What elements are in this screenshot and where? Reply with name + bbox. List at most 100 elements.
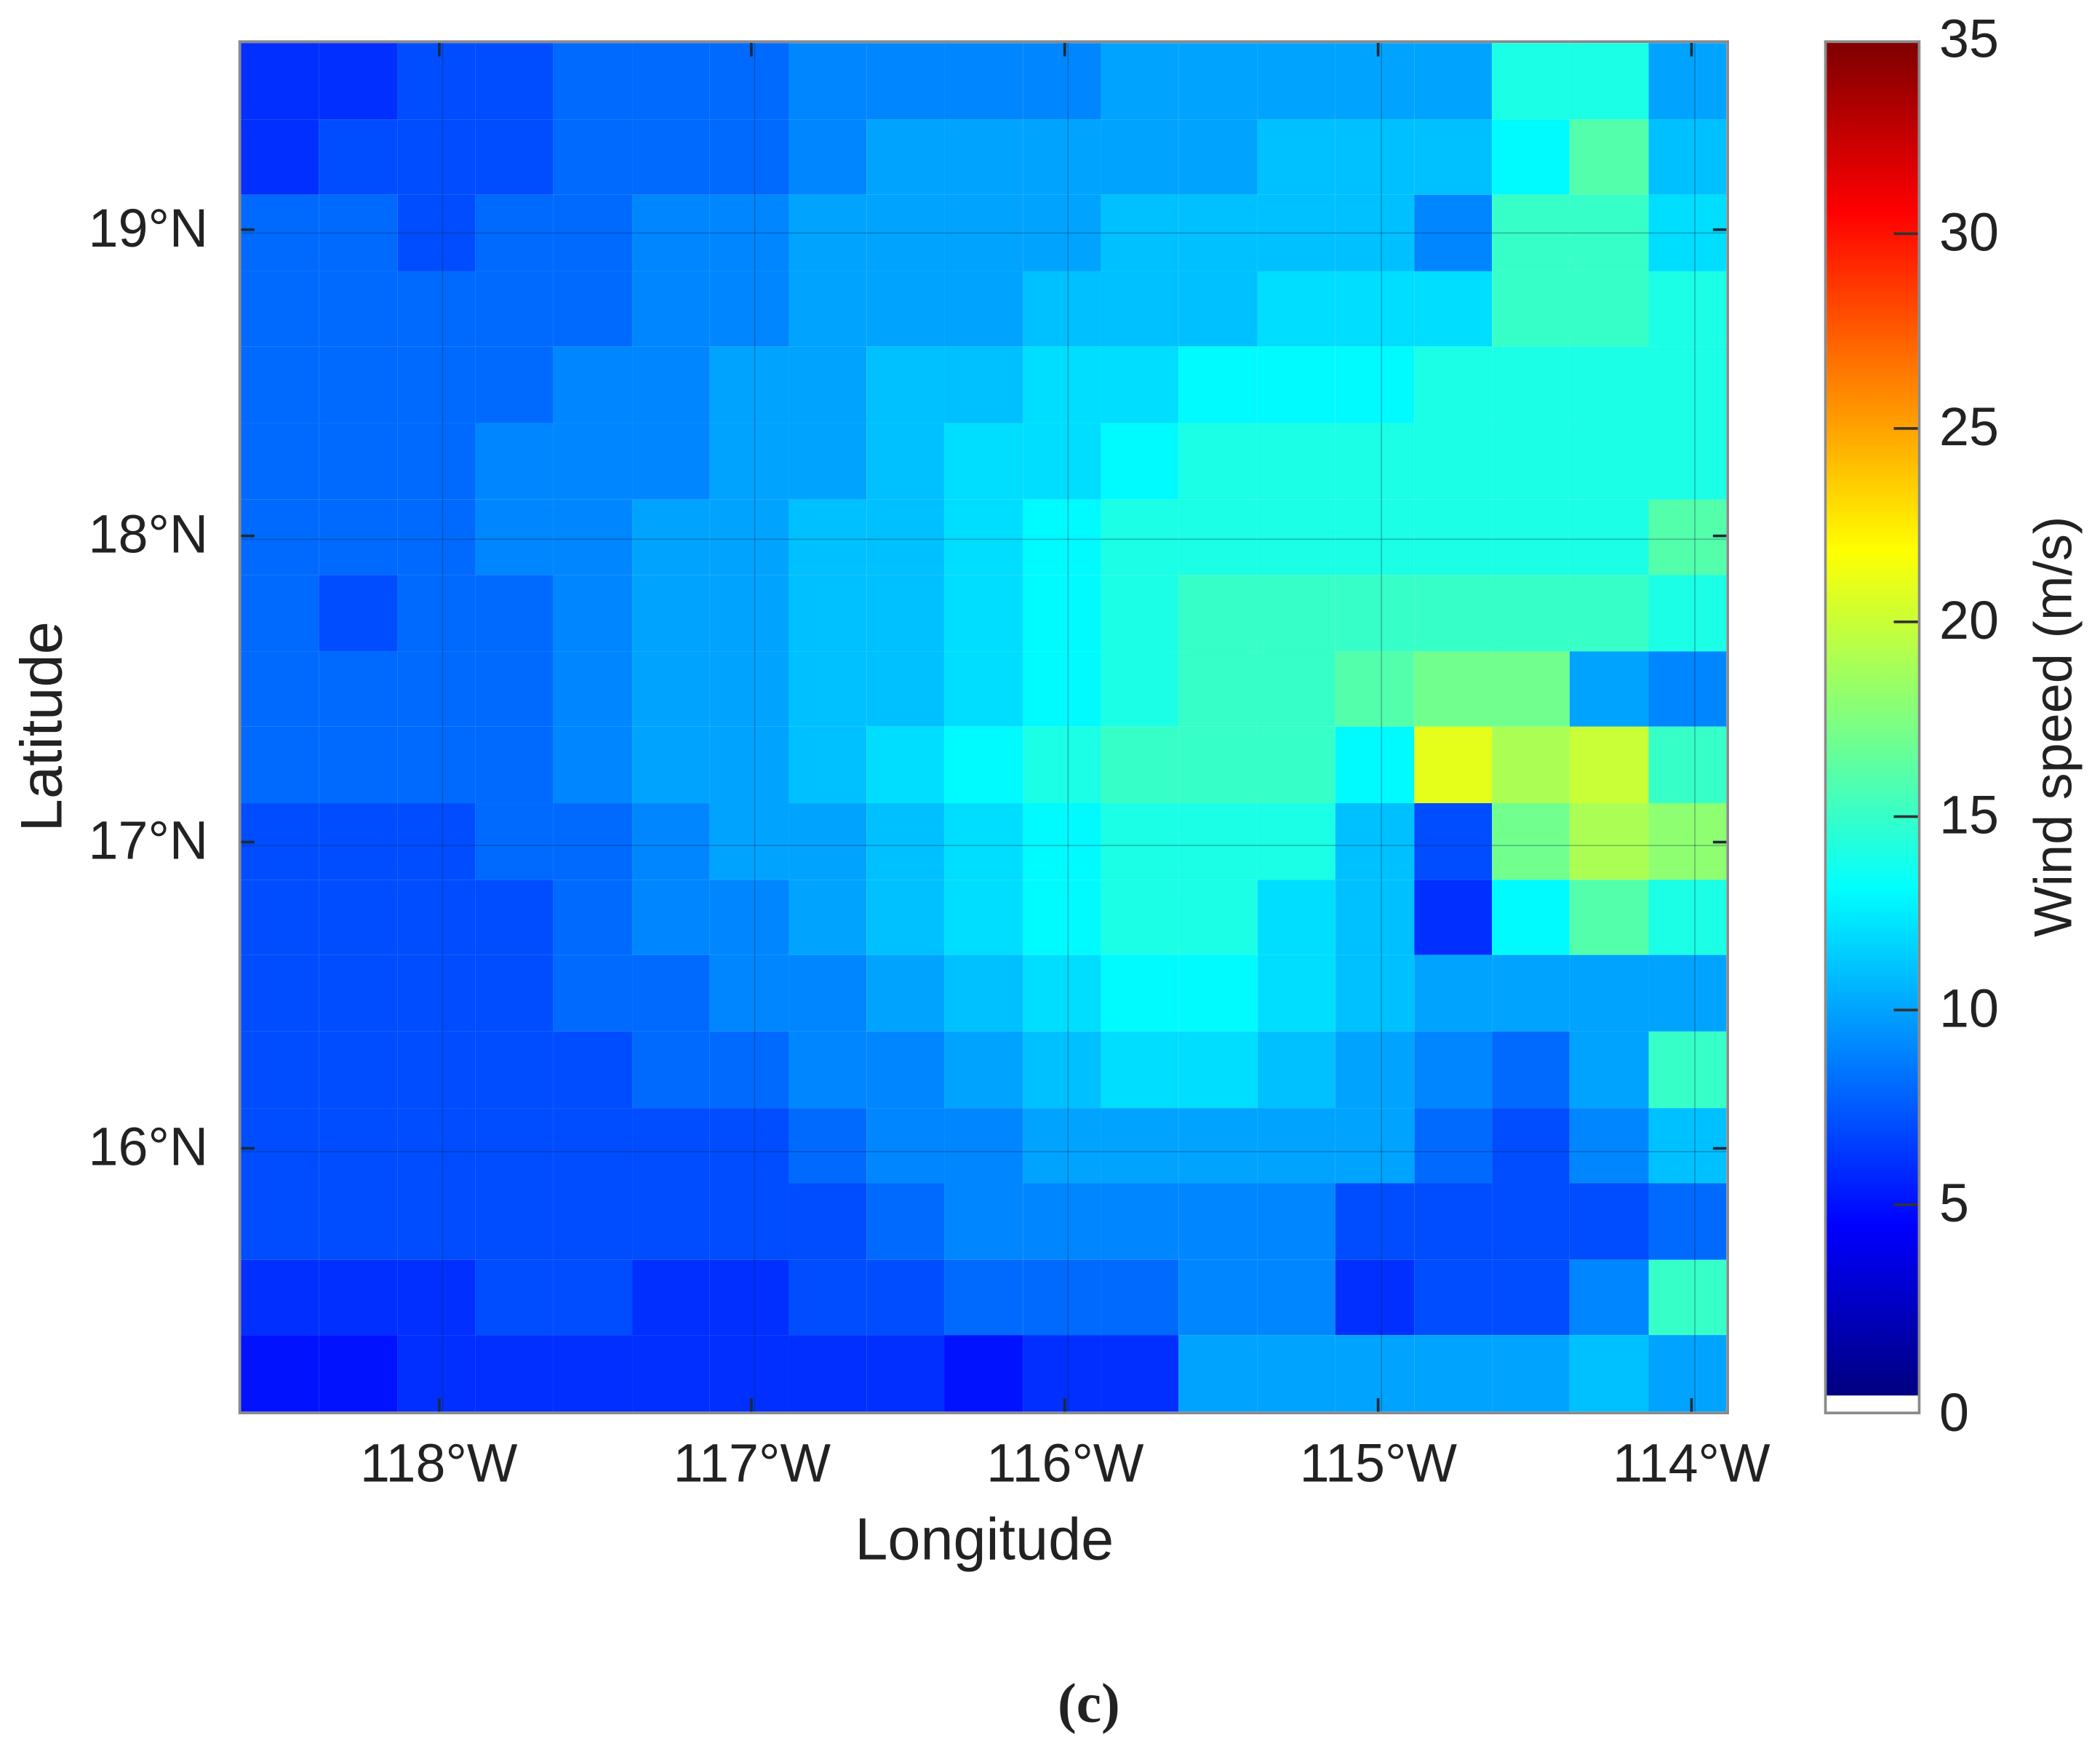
colorbar-tick-label: 10 bbox=[1939, 980, 1999, 1040]
heatmap-cell bbox=[710, 1031, 789, 1108]
heatmap-cell bbox=[1413, 651, 1492, 728]
heatmap-cell bbox=[1491, 575, 1570, 652]
heatmap-cell bbox=[710, 271, 789, 348]
heatmap-cell bbox=[1335, 1259, 1414, 1336]
heatmap-cell bbox=[1491, 879, 1570, 956]
heatmap-cell bbox=[944, 1335, 1023, 1412]
heatmap-cell bbox=[475, 1335, 554, 1412]
heatmap-cell bbox=[397, 1107, 476, 1184]
heatmap-cell bbox=[1101, 1107, 1180, 1184]
heatmap-cell bbox=[866, 43, 945, 119]
heatmap-cell bbox=[1335, 575, 1414, 652]
y-tick-mark bbox=[1712, 228, 1727, 232]
heatmap-cell bbox=[1413, 43, 1492, 119]
heatmap-cell bbox=[944, 1107, 1023, 1184]
heatmap-cell bbox=[631, 1259, 711, 1336]
heatmap-cell bbox=[944, 955, 1023, 1032]
colorbar-title: Wind speed (m/s) bbox=[2024, 516, 2083, 938]
heatmap-cell bbox=[866, 1031, 945, 1108]
y-tick-label: 17°N bbox=[88, 811, 209, 872]
heatmap-cell bbox=[1257, 727, 1336, 804]
x-tick-mark bbox=[1690, 43, 1693, 57]
heatmap-cell bbox=[1335, 119, 1414, 196]
heatmap-cell bbox=[1491, 651, 1570, 728]
heatmap-cell bbox=[944, 119, 1023, 196]
heatmap-cell bbox=[1335, 499, 1414, 575]
heatmap-cell bbox=[1101, 347, 1180, 423]
heatmap-cell bbox=[554, 803, 632, 880]
heatmap-cell bbox=[788, 879, 867, 956]
gridline-horizontal bbox=[241, 538, 1727, 541]
heatmap-cell bbox=[710, 119, 789, 196]
heatmap-cell bbox=[397, 499, 476, 575]
heatmap-cell bbox=[944, 803, 1023, 880]
heatmap-cell bbox=[944, 727, 1023, 804]
y-axis-title: Latitude bbox=[9, 621, 76, 832]
heatmap-cell bbox=[1023, 43, 1101, 119]
x-tick-mark bbox=[750, 43, 754, 57]
heatmap-cell bbox=[319, 955, 398, 1032]
heatmap-cell bbox=[1570, 651, 1648, 728]
heatmap-cell bbox=[1023, 423, 1101, 500]
colorbar-tick-label: 5 bbox=[1939, 1173, 1970, 1233]
heatmap-cell bbox=[1570, 803, 1648, 880]
heatmap-cell bbox=[397, 195, 476, 271]
y-tick-mark bbox=[241, 1147, 255, 1149]
heatmap-cell bbox=[631, 1335, 711, 1412]
heatmap-cell bbox=[1491, 1335, 1570, 1412]
heatmap-cell bbox=[788, 803, 867, 880]
heatmap-cell bbox=[319, 423, 398, 500]
heatmap-cell bbox=[319, 195, 398, 271]
heatmap-cell bbox=[319, 727, 398, 804]
gridline-horizontal bbox=[241, 1150, 1727, 1152]
x-tick-mark bbox=[1376, 43, 1380, 57]
heatmap-cell bbox=[554, 1107, 632, 1184]
heatmap-cell bbox=[1179, 499, 1258, 575]
heatmap-cell bbox=[1413, 955, 1492, 1032]
colorbar-gradient bbox=[1826, 43, 1918, 1396]
heatmap-cell bbox=[1257, 423, 1336, 500]
heatmap-cell bbox=[1023, 195, 1101, 271]
heatmap-cell bbox=[944, 1259, 1023, 1336]
heatmap-cell bbox=[1413, 879, 1492, 956]
heatmap-cell bbox=[475, 1183, 554, 1260]
x-tick-label: 114°W bbox=[1613, 1434, 1770, 1494]
heatmap-cell bbox=[710, 423, 789, 500]
heatmap-cell bbox=[1179, 43, 1258, 119]
heatmap-cell bbox=[866, 499, 945, 575]
heatmap-cell bbox=[1648, 879, 1727, 956]
heatmap-cell bbox=[241, 195, 319, 271]
heatmap-cell bbox=[1179, 727, 1258, 804]
heatmap-cell bbox=[1491, 195, 1570, 271]
gridline-vertical bbox=[441, 43, 443, 1412]
heatmap-cell bbox=[1257, 1335, 1336, 1412]
heatmap-cell bbox=[1648, 43, 1727, 119]
heatmap-cell bbox=[1023, 727, 1101, 804]
heatmap-cell bbox=[788, 119, 867, 196]
heatmap-cell bbox=[631, 119, 711, 196]
heatmap-cell bbox=[397, 1031, 476, 1108]
heatmap-cell bbox=[1570, 347, 1648, 423]
heatmap-cell bbox=[1101, 423, 1180, 500]
heatmap-cell bbox=[241, 1335, 319, 1412]
heatmap-cell bbox=[241, 879, 319, 956]
gridline-vertical bbox=[754, 43, 756, 1412]
heatmap-cell bbox=[1491, 43, 1570, 119]
heatmap-cell bbox=[475, 879, 554, 956]
heatmap-cell bbox=[788, 955, 867, 1032]
heatmap-cell bbox=[1413, 195, 1492, 271]
heatmap-cell bbox=[554, 423, 632, 500]
heatmap-cell bbox=[319, 651, 398, 728]
heatmap-cell bbox=[1570, 423, 1648, 500]
heatmap-cell bbox=[1491, 1107, 1570, 1184]
heatmap-cell bbox=[241, 1107, 319, 1184]
heatmap-cell bbox=[1179, 803, 1258, 880]
heatmap-cell bbox=[319, 803, 398, 880]
heatmap-cell bbox=[1413, 1183, 1492, 1260]
heatmap-cell bbox=[1101, 1031, 1180, 1108]
colorbar-tick-mark bbox=[1893, 815, 1918, 818]
heatmap-cell bbox=[1257, 195, 1336, 271]
heatmap-cell bbox=[1101, 119, 1180, 196]
heatmap-cell bbox=[1101, 1335, 1180, 1412]
heatmap-cell bbox=[944, 43, 1023, 119]
